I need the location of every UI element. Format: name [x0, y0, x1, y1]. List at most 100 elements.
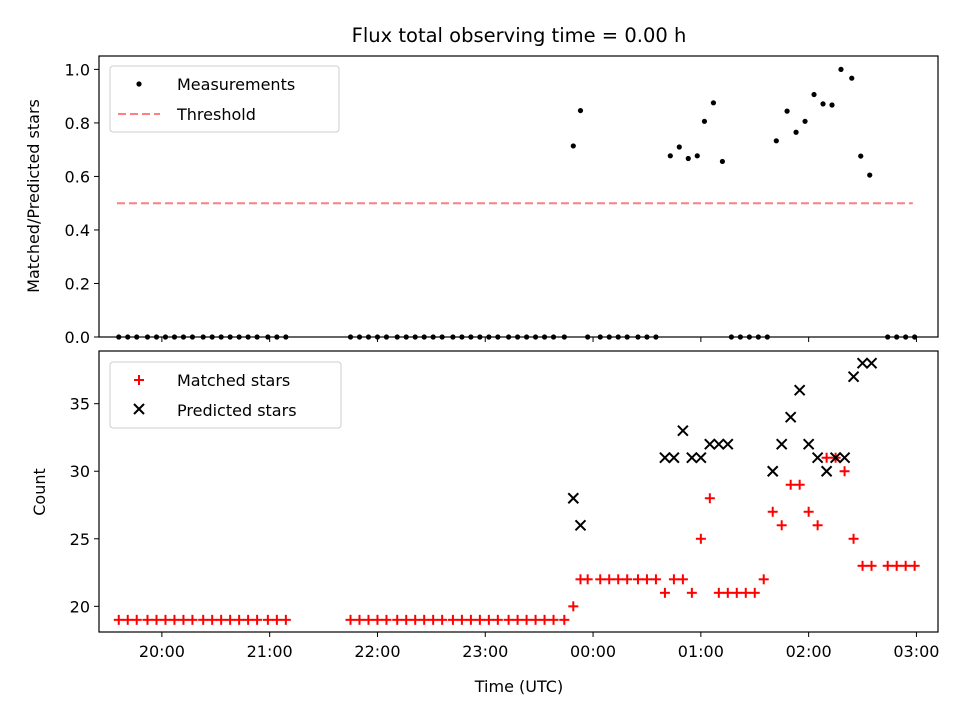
matched-star-point — [713, 587, 724, 598]
matched-star-point — [262, 614, 273, 625]
matched-star-point — [767, 506, 778, 517]
measurement-point — [624, 334, 630, 340]
matched-star-point — [169, 614, 180, 625]
measurement-point — [356, 334, 363, 340]
measurement-point — [523, 334, 530, 340]
matched-star-point — [465, 614, 476, 625]
measurement-point — [701, 118, 708, 124]
legend-threshold-label: Threshold — [176, 105, 256, 124]
matched-star-point — [857, 560, 868, 571]
predicted-star-point — [829, 452, 842, 464]
measurement-point — [561, 334, 567, 340]
matched-star-point — [410, 614, 421, 625]
matched-star-point — [704, 493, 715, 504]
measurement-point — [200, 334, 206, 340]
measurement-point — [274, 334, 280, 340]
bottom-x-tick-label: 01:00 — [678, 642, 724, 661]
matched-star-point — [178, 614, 189, 625]
matched-star-point — [731, 587, 742, 598]
measurement-point — [495, 334, 501, 340]
predicted-star-point — [856, 357, 869, 369]
measurement-point — [450, 334, 456, 340]
measurement-point — [784, 108, 790, 114]
measurement-point — [421, 334, 427, 340]
top-y-tick-label: 0.2 — [65, 274, 90, 293]
measurement-point — [585, 334, 591, 340]
bottom-y-tick-label: 35 — [70, 395, 90, 414]
bottom-x-tick-label: 00:00 — [570, 642, 616, 661]
predicted-star-point — [722, 438, 734, 450]
measurement-point — [347, 334, 354, 340]
matched-star-point — [758, 574, 769, 585]
measurement-point — [162, 334, 169, 340]
matched-star-point — [722, 587, 733, 598]
matched-star-point — [419, 614, 430, 625]
bottom-x-tick-label: 03:00 — [893, 642, 939, 661]
matched-star-point — [437, 614, 448, 625]
bottom-legend: Matched stars Predicted stars — [109, 361, 342, 429]
matched-star-point — [483, 614, 494, 625]
measurement-point — [764, 334, 770, 340]
matched-star-point — [363, 614, 374, 625]
predicted-star-point — [767, 465, 779, 477]
measurement-point — [577, 107, 584, 114]
matched-star-point — [392, 614, 403, 625]
matched-star-point — [187, 614, 198, 625]
chart-title: Flux total observing time = 0.00 h — [352, 24, 687, 47]
predicted-star-point — [847, 370, 860, 383]
predicted-star-point — [704, 438, 716, 450]
measurement-point — [667, 153, 673, 159]
measurement-point — [676, 144, 682, 150]
measurement-point — [283, 334, 289, 340]
top-y-tick-label: 1.0 — [65, 60, 90, 79]
legend-predicted-marker — [133, 403, 145, 415]
measurement-point — [439, 334, 445, 340]
bottom-x-tick-label: 23:00 — [462, 642, 508, 661]
matched-star-point — [530, 614, 541, 625]
top-y-tick-label: 0.4 — [65, 221, 90, 240]
matched-star-point — [271, 614, 282, 625]
measurement-point — [245, 334, 251, 340]
matched-star-point — [447, 614, 458, 625]
matched-star-point — [428, 614, 439, 625]
matched-star-point — [372, 614, 383, 625]
bottom-y-tick-label: 25 — [70, 530, 90, 549]
measurement-point — [894, 334, 900, 340]
measurement-point — [793, 129, 799, 135]
matched-star-point — [198, 614, 209, 625]
predicted-star-point — [793, 384, 806, 396]
measurement-point — [820, 101, 826, 107]
predicted-star-point — [865, 357, 878, 369]
bottom-x-tick-label: 20:00 — [139, 642, 185, 661]
measurement-point — [811, 91, 817, 98]
matched-star-point — [225, 614, 236, 625]
measurement-point — [180, 334, 187, 340]
matched-star-point — [582, 574, 593, 585]
measurement-point — [710, 100, 717, 106]
matched-star-point — [280, 614, 291, 625]
measurement-point — [412, 334, 418, 340]
top-y-tick-label: 0.0 — [65, 328, 90, 347]
measurement-point — [728, 334, 734, 340]
predicted-star-point — [811, 452, 824, 464]
measurement-point — [685, 155, 691, 162]
measurement-point — [254, 334, 260, 340]
matched-star-point — [234, 614, 245, 625]
matched-star-point — [866, 560, 877, 571]
matched-star-point — [785, 479, 796, 490]
matched-star-point — [345, 614, 356, 625]
matched-star-point — [749, 587, 760, 598]
measurement-point — [403, 334, 409, 340]
matched-star-point — [839, 466, 850, 477]
measurement-point — [532, 334, 539, 340]
top-y-tick-label: 0.8 — [65, 114, 90, 133]
measurement-point — [144, 334, 151, 340]
matched-star-point — [492, 614, 503, 625]
measurement-point — [394, 334, 400, 340]
matched-star-point — [151, 614, 162, 625]
predicted-star-point — [567, 492, 580, 504]
matched-star-point — [686, 587, 697, 598]
bottom-y-tick-label: 20 — [70, 597, 90, 616]
measurement-point — [265, 334, 271, 340]
